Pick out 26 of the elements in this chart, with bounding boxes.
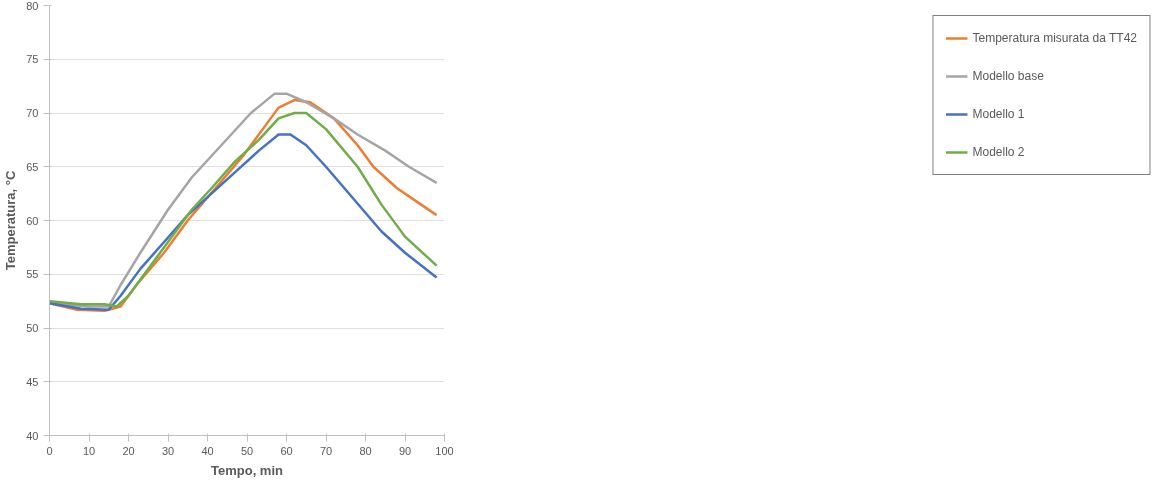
legend-label: Modello 2: [972, 145, 1025, 159]
y-tick-label: 60: [26, 214, 39, 227]
y-tick-label: 70: [26, 107, 39, 119]
x-tick-label: 10: [82, 444, 96, 457]
legend-label: Temperatura misurata da TT42: [972, 31, 1137, 45]
y-tick-label: 75: [26, 53, 39, 66]
legend-label: Modello base: [972, 69, 1044, 83]
x-tick-label: 60: [280, 444, 293, 457]
x-tick-label: 100: [435, 444, 454, 457]
x-tick-label: 40: [201, 444, 214, 457]
y-tick-label: 55: [26, 268, 39, 281]
y-tick-label: 80: [26, 0, 39, 12]
x-tick-label: 0: [46, 444, 53, 457]
x-tick-label: 80: [359, 444, 372, 457]
y-tick-label: 50: [26, 322, 39, 334]
x-axis-title: Tempo, min: [211, 462, 284, 478]
y-tick-label: 40: [26, 429, 39, 442]
x-tick-label: 20: [122, 444, 135, 457]
legend-label: Modello 1: [972, 107, 1025, 121]
y-tick-label: 45: [26, 375, 39, 388]
x-tick-label: 50: [240, 444, 254, 457]
x-tick-label: 90: [398, 444, 412, 457]
x-tick-label: 70: [319, 444, 333, 457]
x-tick-label: 30: [161, 444, 175, 457]
y-tick-label: 65: [26, 160, 39, 173]
y-axis-title: Temperatura, °C: [3, 170, 19, 271]
